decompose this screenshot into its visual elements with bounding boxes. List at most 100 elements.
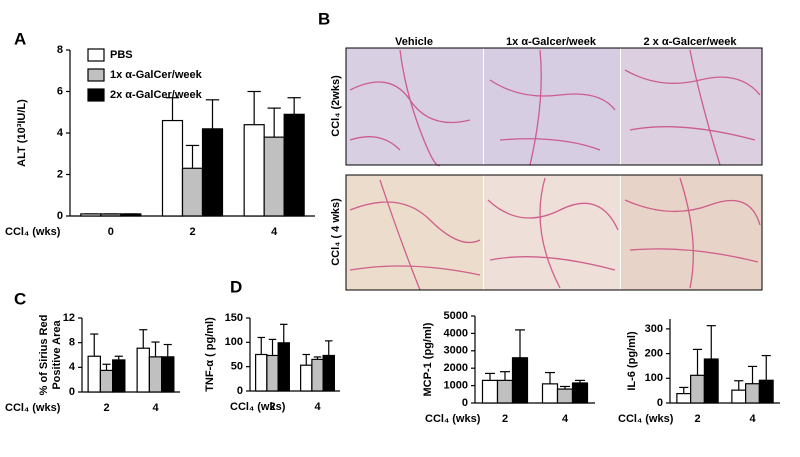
y-tick-label: 4000 (444, 327, 468, 339)
bar (731, 389, 747, 404)
bar (161, 356, 175, 393)
bar (136, 347, 150, 393)
x-tick-label: 4 (749, 413, 756, 425)
y-tick-label: 0 (462, 397, 468, 409)
y-tick-label: 150 (225, 312, 243, 324)
x-tick-label: 2 (103, 402, 109, 414)
x-tick-label: 4 (152, 402, 159, 414)
bar (481, 379, 499, 404)
fibrosis (489, 49, 616, 166)
row-label: CCl₄ (2wks) (330, 75, 342, 137)
bar (556, 388, 574, 404)
x-axis-label: CCl₄ (wks) (230, 401, 286, 413)
bar (255, 353, 268, 392)
y-tick-label: 8 (69, 337, 75, 349)
bar (283, 113, 305, 217)
legend-swatch (87, 68, 105, 82)
y-tick-label: 200 (645, 347, 663, 359)
x-tick-label: 2 (269, 401, 275, 413)
y-tick-label: 2000 (444, 362, 468, 374)
bar (120, 213, 142, 217)
y-tick-label: 100 (225, 336, 243, 348)
y-axis-label: MCP-1 (pg/ml) (422, 322, 434, 396)
y-tick-label: 8 (57, 44, 63, 56)
bar (87, 355, 101, 393)
bar (263, 136, 285, 217)
bar (201, 128, 224, 217)
y-tick-label: 0 (237, 385, 243, 397)
y-tick-label: 4 (57, 127, 64, 139)
micrograph (346, 175, 483, 290)
bar (311, 358, 324, 392)
bar (496, 379, 514, 404)
micrograph-images (345, 47, 763, 291)
bar (80, 213, 102, 217)
bar (745, 383, 760, 404)
bar (690, 374, 705, 404)
y-axis-label: Positive Area (51, 319, 63, 389)
y-axis-label: ALT (10³IU/L) (16, 99, 28, 167)
legend-swatch (87, 48, 105, 62)
bar (100, 213, 122, 217)
micrograph (484, 48, 620, 165)
bar (541, 383, 559, 404)
micrograph-frame (345, 174, 763, 291)
y-tick-label: 300 (645, 323, 663, 335)
column-label: 1x α-Galcer/week (506, 36, 597, 48)
fibrosis (487, 177, 619, 289)
panel-label: D (230, 277, 242, 296)
legend-label: PBS (110, 49, 133, 61)
legend-label: 2x α-GalCer/week (110, 89, 203, 101)
bar (571, 382, 589, 404)
bar (181, 167, 204, 217)
bar (300, 364, 313, 392)
y-tick-label: 0 (57, 210, 63, 222)
y-tick-label: 3000 (444, 345, 468, 357)
x-tick-label: 2 (694, 413, 700, 425)
y-tick-label: 100 (645, 372, 663, 384)
bar (758, 379, 774, 404)
y-tick-label: 12 (63, 312, 75, 324)
x-axis-label: CCl₄ (wks) (5, 402, 61, 414)
row-label: CCl₄ ( 4 wks) (330, 198, 342, 266)
y-tick-label: 5000 (444, 310, 468, 322)
y-tick-label: 0 (69, 386, 75, 398)
bar (112, 359, 126, 393)
legend-label: 1x α-GalCer/week (110, 69, 203, 81)
y-axis-label: TNF-α ( pg/ml) (204, 317, 216, 392)
y-tick-label: 4 (69, 361, 76, 373)
x-tick-label: 4 (562, 413, 569, 425)
x-tick-label: 2 (189, 226, 195, 238)
column-label: 2 x α-Galcer/week (644, 36, 738, 48)
bar (322, 354, 335, 392)
micrograph (484, 175, 620, 290)
x-axis-label: CCl₄ (wks) (5, 226, 61, 238)
y-axis-label: IL-6 (pg/ml) (626, 331, 638, 391)
y-axis-label: % of Sirius Red (38, 315, 50, 396)
legend-swatch (87, 88, 105, 102)
panel-label: B (318, 9, 330, 28)
x-axis-label: CCl₄ (wks) (618, 413, 674, 425)
bar (99, 369, 114, 393)
x-tick-label: 0 (108, 226, 114, 238)
bar (676, 393, 692, 404)
x-tick-label: 4 (314, 401, 321, 413)
y-tick-label: 6 (57, 85, 63, 97)
fibrosis (349, 49, 471, 167)
micrograph-frame (345, 47, 763, 166)
fibrosis (349, 179, 481, 291)
x-tick-label: 4 (271, 226, 278, 238)
bar (511, 357, 529, 404)
column-label: Vehicle (395, 36, 433, 48)
y-tick-label: 1000 (444, 380, 468, 392)
bar (266, 354, 279, 392)
x-tick-label: 2 (502, 413, 508, 425)
y-tick-label: 2 (57, 168, 63, 180)
panel-label: C (14, 289, 26, 308)
bar (703, 358, 719, 404)
panel-label: A (14, 29, 26, 48)
y-tick-label: 50 (231, 361, 243, 373)
bar (277, 342, 290, 392)
bar (161, 119, 184, 217)
